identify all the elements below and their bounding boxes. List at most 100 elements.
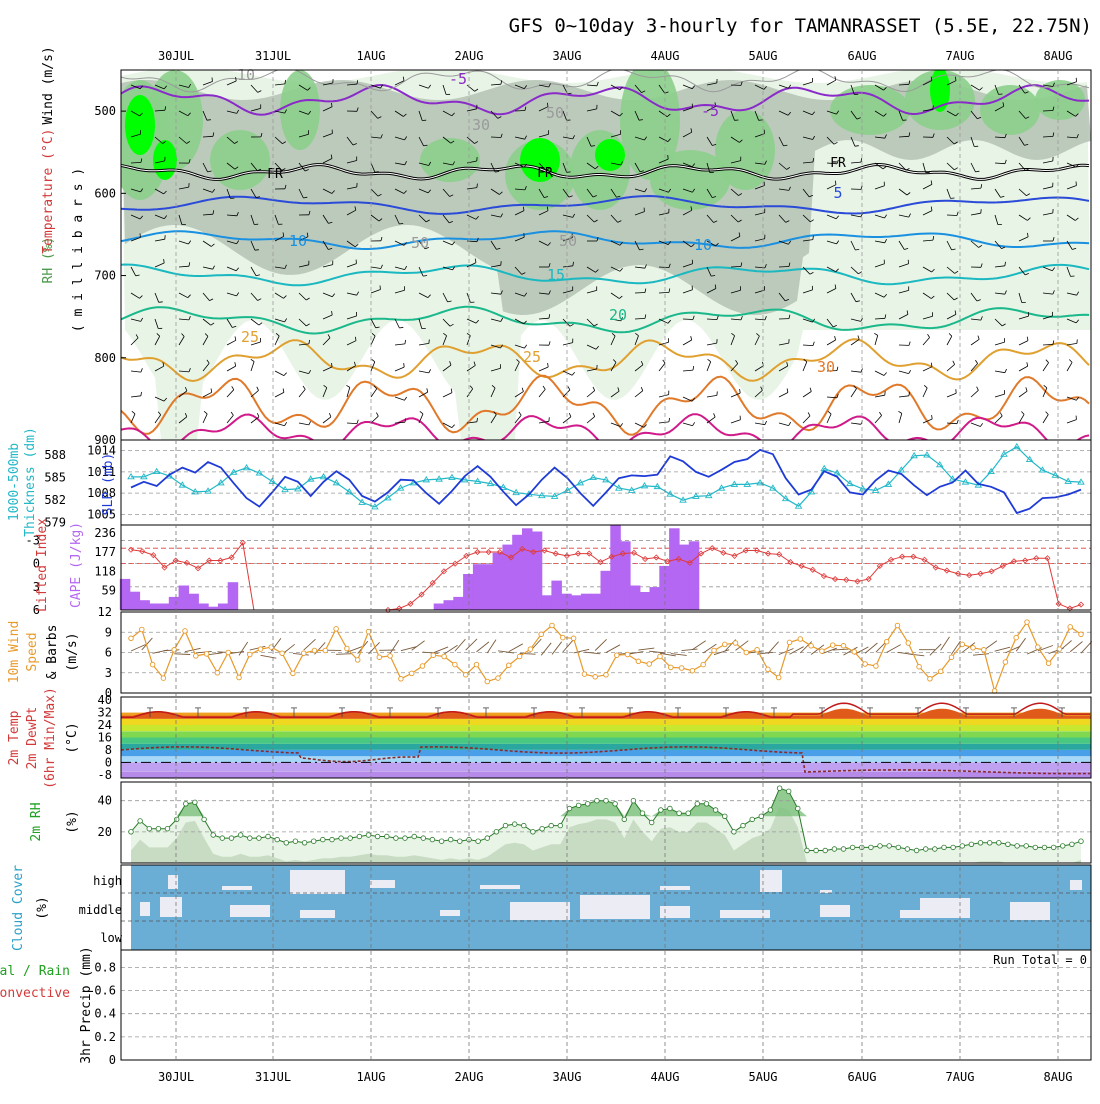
wind10-point (776, 675, 781, 680)
wind10-point (301, 651, 306, 656)
wind-barb-flag (255, 250, 259, 251)
wind10-point (949, 655, 954, 660)
wind10-point (453, 662, 458, 667)
rh2m-point (540, 826, 545, 831)
bottom-date-9: 8AUG (1044, 1070, 1073, 1084)
wind10-point (129, 636, 134, 641)
p-tick-500: 500 (94, 104, 116, 118)
wind10-point (291, 671, 296, 676)
wind-barb-flag (159, 302, 163, 303)
wind10-point (982, 648, 987, 653)
wind-barb (515, 111, 525, 112)
rh2m-point (613, 802, 618, 807)
wind-barb-flag (207, 120, 211, 121)
rh2m-point (321, 837, 326, 842)
rh2m-point (595, 798, 600, 803)
ylabel-rh2m-units: (%) (65, 810, 80, 833)
rh2m-tick-40: 40 (98, 794, 112, 808)
rh2m-point (1060, 844, 1065, 849)
temp-band-8 (121, 719, 1091, 725)
contour-label-0: FR (267, 167, 283, 182)
temp-band-2 (121, 756, 1091, 762)
wind10-point (1036, 645, 1041, 650)
chart-title: GFS 0~10day 3-hourly for TAMANRASSET (5.… (509, 15, 1092, 37)
cape-bar (610, 525, 621, 610)
rh2m-point (987, 841, 992, 846)
wind10-point (226, 650, 231, 655)
rh2m-point (138, 819, 143, 824)
cape-bar (169, 597, 180, 610)
rh2m-point (174, 817, 179, 822)
rh2m-point (430, 837, 435, 842)
ylabel-precip: 3hr Precip (mm) (79, 946, 94, 1063)
wind10-point (744, 650, 749, 655)
rh2m-point (777, 786, 782, 791)
wind10-point (647, 662, 652, 667)
contour-label-6: 10 (289, 232, 307, 250)
wind-barb-flag (477, 184, 478, 188)
cape-bar (159, 604, 170, 611)
ylabel-wind10-barbs: & Barbs (45, 625, 60, 680)
rh2m-point (951, 845, 956, 850)
wind-barb (1043, 111, 1053, 112)
cape-bar (581, 594, 592, 610)
contour-label-12: 30 (817, 358, 835, 376)
rh2m-point (229, 836, 234, 841)
rh2m-point (385, 834, 390, 839)
ylabel-slp: SLP (mb) (101, 453, 116, 516)
wind-barb-flag (404, 363, 405, 367)
cloud-high-3 (370, 880, 395, 888)
cape-bar (679, 545, 690, 610)
top-date-4: 3AUG (553, 49, 582, 63)
wind10-point (442, 654, 447, 659)
rh2m-point (750, 817, 755, 822)
contour-label-3: -5 (449, 70, 467, 88)
cape-bar (218, 604, 229, 611)
top-date-8: 7AUG (946, 49, 975, 63)
rh-bright-0 (125, 95, 155, 155)
rh2m-point (585, 802, 590, 807)
rh2m-point (832, 847, 837, 852)
rh2m-point (1042, 845, 1047, 850)
contour-label-4: -5 (701, 102, 719, 120)
contour-label-8: 15 (547, 266, 565, 284)
wind10-point (895, 623, 900, 628)
rh2m-point (485, 836, 490, 841)
wind10-point (755, 648, 760, 653)
bottom-date-6: 5AUG (749, 1070, 778, 1084)
wind10-tick-3: 3 (105, 666, 112, 680)
rh2m-point (1070, 842, 1075, 847)
rh2m-point (348, 836, 353, 841)
rh2m-point (622, 817, 627, 822)
wind10-point (1068, 625, 1073, 630)
rh2m-point (786, 789, 791, 794)
wind10-point (874, 664, 879, 669)
wind10-point (258, 647, 263, 652)
wind10-point (582, 672, 587, 677)
rh2m-point (869, 845, 874, 850)
wind10-point (204, 652, 209, 657)
rh2m-point (841, 847, 846, 852)
wind10-point (496, 676, 501, 681)
wind10-point (355, 658, 360, 663)
rh2m-point (531, 830, 536, 835)
ylabel-temp-wind: Temperature (°C)Wind (m/s) (41, 46, 56, 254)
wind10-tick-9: 9 (105, 625, 112, 639)
wind10-point (366, 629, 371, 634)
wind10-point (485, 679, 490, 684)
rh2m-point (567, 806, 572, 811)
wind10-point (161, 676, 166, 681)
precip-tick-0: 0 (109, 1053, 116, 1067)
cape-bar (473, 564, 484, 610)
rh2m-point (147, 826, 152, 831)
wind10-point (431, 653, 436, 658)
contour-label-14: 10 (237, 66, 255, 84)
wind10-point (345, 646, 350, 651)
top-date-0: 30JUL (158, 49, 194, 63)
rh2m-point (302, 841, 307, 846)
rh2m-point (896, 845, 901, 850)
rh2m-point (997, 841, 1002, 846)
rh2m-tick-20: 20 (98, 825, 112, 839)
cloud-mid-9 (820, 905, 850, 917)
